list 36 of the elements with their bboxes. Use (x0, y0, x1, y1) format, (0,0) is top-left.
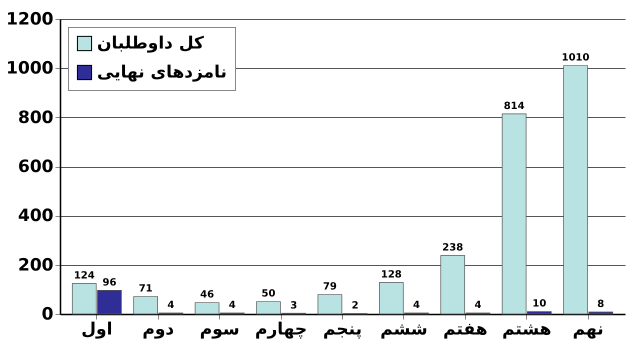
y-tick-label: 400 (18, 206, 54, 226)
data-label: 4 (474, 300, 482, 312)
data-label: 4 (413, 300, 420, 312)
y-tick-label: 1000 (6, 58, 54, 79)
x-tick-label: هفتم (443, 320, 488, 340)
y-tick-label: 200 (18, 255, 54, 276)
data-label: 46 (200, 290, 214, 301)
y-tick-label: 0 (42, 304, 54, 324)
data-label: 10 (532, 298, 546, 310)
data-label: 128 (380, 270, 402, 281)
data-label: 238 (442, 242, 464, 254)
x-tick-label: پنجم (323, 320, 362, 340)
data-label: 96 (102, 277, 116, 288)
data-label: 50 (262, 288, 276, 300)
y-tick-label: 1200 (6, 10, 54, 30)
legend-label: نامزدهای نهایی (97, 62, 227, 82)
x-tick-label: اول (81, 320, 112, 340)
x-tick-label: نهم (572, 320, 604, 340)
data-label: 1010 (562, 52, 590, 64)
data-label: 4 (228, 300, 236, 312)
x-tick-label: سوم (200, 320, 240, 340)
data-label: 71 (138, 284, 153, 295)
data-label: 2 (352, 300, 359, 312)
x-tick-label: هشتم (502, 320, 552, 340)
x-tick-label: ششم (380, 320, 428, 340)
x-tick-label: چهارم (255, 320, 308, 340)
data-label: 3 (290, 300, 298, 312)
x-tick-label: دوم (142, 320, 174, 340)
data-label: 814 (504, 100, 525, 112)
legend-label: کل داوطلبان (97, 34, 204, 54)
data-label: 4 (167, 300, 174, 312)
data-label: 8 (597, 299, 604, 310)
data-label: 124 (74, 270, 95, 282)
y-tick-label: 800 (18, 108, 54, 128)
y-tick-label: 600 (18, 157, 54, 177)
data-label: 79 (322, 282, 337, 293)
